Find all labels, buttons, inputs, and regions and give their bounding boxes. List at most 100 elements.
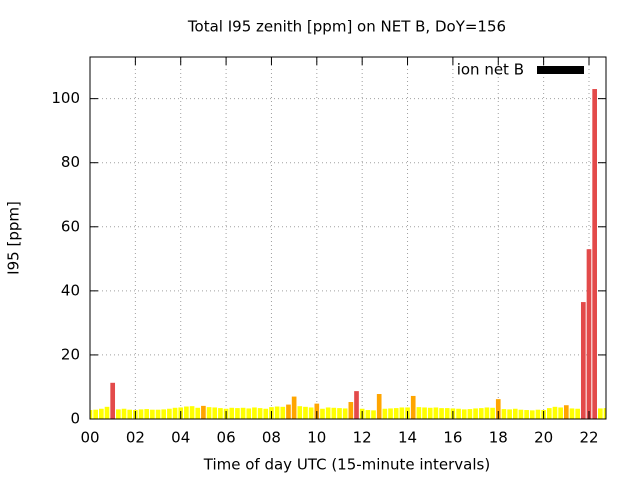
bar bbox=[422, 407, 427, 419]
bar bbox=[104, 406, 110, 419]
y-tick-label: 80 bbox=[61, 153, 80, 171]
bar bbox=[291, 396, 297, 419]
x-tick-label: 14 bbox=[398, 429, 417, 447]
bar bbox=[467, 409, 473, 419]
bar bbox=[252, 407, 257, 419]
bar bbox=[439, 408, 444, 419]
bar bbox=[376, 394, 382, 419]
x-tick-label: 22 bbox=[579, 429, 598, 447]
x-tick-label: 02 bbox=[126, 429, 145, 447]
bar bbox=[456, 408, 461, 419]
bar bbox=[512, 408, 518, 419]
bar bbox=[155, 409, 161, 419]
bar bbox=[478, 408, 484, 419]
bar bbox=[416, 407, 422, 419]
bar bbox=[580, 302, 586, 419]
bar bbox=[342, 408, 348, 419]
bar bbox=[410, 395, 416, 419]
bar bbox=[325, 407, 331, 419]
bar bbox=[280, 406, 286, 419]
x-tick-label: 00 bbox=[80, 429, 99, 447]
bar bbox=[546, 408, 552, 419]
bar bbox=[218, 408, 223, 419]
bar bbox=[569, 408, 575, 419]
bar bbox=[127, 409, 133, 419]
y-tick-label: 20 bbox=[61, 345, 80, 363]
bar bbox=[320, 408, 325, 419]
bar bbox=[524, 410, 529, 419]
x-axis-label: Time of day UTC (15-minute intervals) bbox=[203, 456, 490, 474]
bar bbox=[144, 409, 150, 419]
bar bbox=[110, 382, 116, 419]
bar bbox=[93, 409, 99, 419]
x-tick-label: 08 bbox=[262, 429, 281, 447]
plot-frame bbox=[89, 56, 607, 420]
bar bbox=[212, 407, 218, 419]
bar bbox=[444, 408, 450, 419]
bar bbox=[337, 408, 342, 419]
bar bbox=[563, 405, 569, 419]
bar bbox=[427, 407, 433, 419]
y-axis-label: I95 [ppm] bbox=[5, 201, 23, 275]
bar bbox=[597, 408, 603, 419]
bar bbox=[518, 409, 524, 419]
bar bbox=[274, 406, 280, 419]
x-tick-label: 16 bbox=[443, 429, 462, 447]
bar bbox=[116, 409, 121, 419]
bar bbox=[507, 409, 512, 419]
bar bbox=[286, 404, 291, 419]
bar bbox=[195, 407, 201, 419]
x-tick-label: 06 bbox=[217, 429, 236, 447]
bar bbox=[433, 407, 439, 419]
bar bbox=[138, 409, 144, 419]
bar bbox=[501, 409, 507, 419]
bar bbox=[263, 408, 269, 419]
bar bbox=[603, 408, 606, 419]
bar bbox=[473, 408, 478, 419]
axes: 0 20 40 60 80 100 00 02 04 06 08 10 12 14 16 18 20 22 ion … bbox=[51, 56, 607, 447]
y-tick-label: 60 bbox=[61, 217, 80, 235]
bar bbox=[297, 406, 303, 419]
x-tick-label: 20 bbox=[534, 429, 553, 447]
y-tick-label: 40 bbox=[61, 281, 80, 299]
bar bbox=[586, 249, 592, 419]
bar bbox=[535, 409, 541, 419]
bar bbox=[167, 408, 172, 419]
bar bbox=[150, 409, 155, 419]
bar bbox=[592, 89, 597, 419]
bar bbox=[303, 406, 308, 419]
bar bbox=[331, 407, 337, 419]
bar bbox=[382, 408, 388, 419]
x-tick-label: 12 bbox=[353, 429, 372, 447]
bar bbox=[229, 407, 235, 419]
x-tick-label: 18 bbox=[489, 429, 508, 447]
bars bbox=[90, 89, 606, 419]
legend-label: ion net B bbox=[457, 61, 524, 79]
bar bbox=[354, 391, 359, 419]
bar bbox=[99, 408, 104, 419]
bar bbox=[121, 408, 127, 419]
bar bbox=[240, 407, 246, 419]
bar bbox=[529, 410, 535, 419]
bar bbox=[189, 406, 195, 419]
bar bbox=[206, 407, 212, 419]
bar bbox=[393, 408, 399, 419]
bar bbox=[575, 408, 580, 419]
bar bbox=[399, 407, 405, 419]
bar bbox=[365, 410, 371, 419]
bar bbox=[246, 408, 252, 419]
bar bbox=[161, 409, 167, 419]
bar bbox=[495, 399, 501, 419]
x-tick-label: 04 bbox=[171, 429, 190, 447]
bar bbox=[308, 407, 314, 419]
bar bbox=[201, 405, 206, 419]
bar bbox=[235, 408, 240, 419]
bar bbox=[552, 406, 558, 419]
y-tick-label: 100 bbox=[51, 89, 80, 107]
y-tick-label: 0 bbox=[70, 410, 80, 428]
bar bbox=[348, 402, 354, 419]
bar bbox=[484, 407, 490, 419]
x-tick-label: 10 bbox=[307, 429, 326, 447]
bar bbox=[172, 407, 178, 419]
bar bbox=[461, 409, 467, 419]
